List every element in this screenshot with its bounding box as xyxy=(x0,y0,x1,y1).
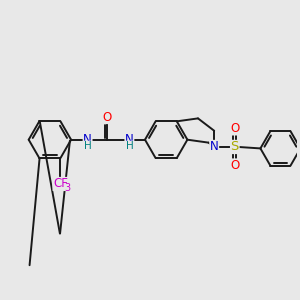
Text: S: S xyxy=(231,140,239,154)
Text: O: O xyxy=(230,122,239,135)
Text: O: O xyxy=(230,159,239,172)
Text: CF: CF xyxy=(53,178,68,190)
Text: O: O xyxy=(102,110,112,124)
Text: H: H xyxy=(125,141,133,151)
Text: N: N xyxy=(210,140,219,154)
Text: N: N xyxy=(125,133,134,146)
Text: 3: 3 xyxy=(65,183,71,193)
Text: H: H xyxy=(84,141,92,151)
Text: N: N xyxy=(83,133,92,146)
